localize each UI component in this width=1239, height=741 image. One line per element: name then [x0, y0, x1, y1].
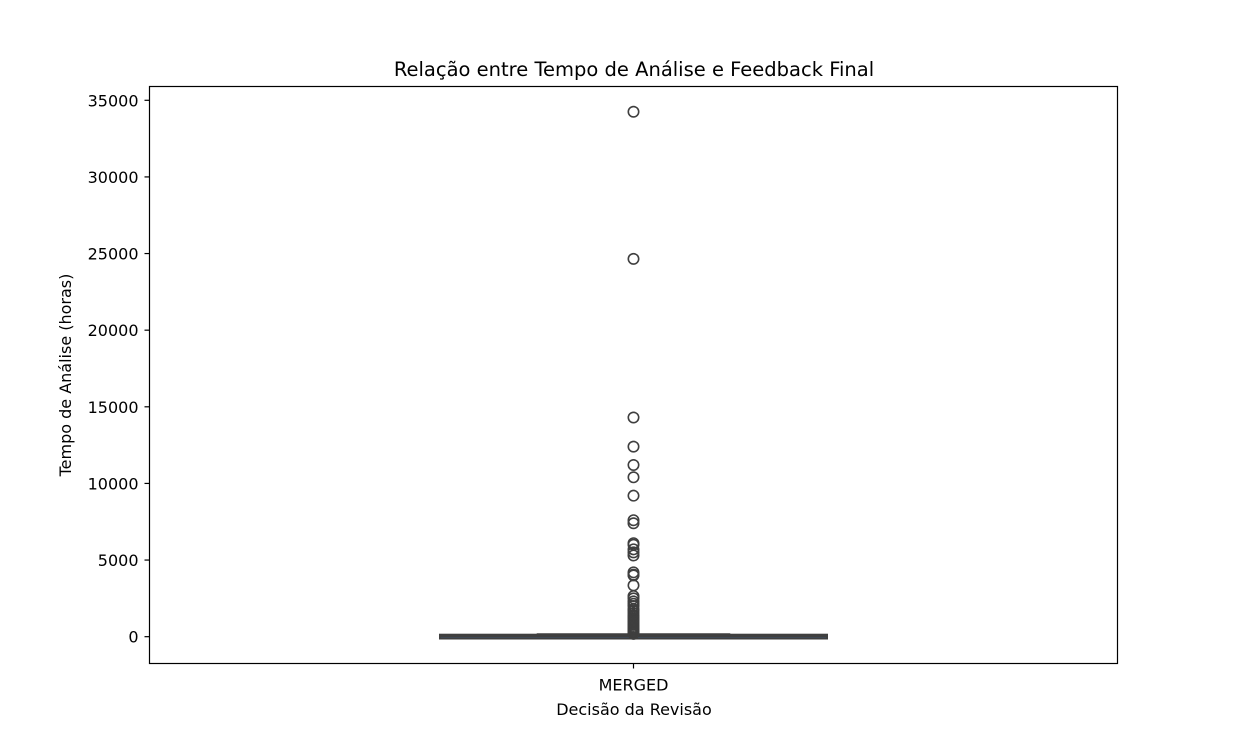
outlier-point [627, 489, 640, 502]
outlier-point [627, 627, 640, 640]
plot-area [438, 105, 829, 640]
y-tick-label: 20000 [88, 321, 139, 340]
outlier-point [627, 549, 640, 562]
outlier-point [627, 440, 640, 453]
y-tick-label: 30000 [88, 168, 139, 187]
y-axis: 0 5000 10000 15000 20000 25000 30000 35000 [88, 91, 150, 647]
outlier-point [627, 514, 640, 527]
y-tick-label: 5000 [98, 551, 139, 570]
x-axis-label: Decisão da Revisão [556, 700, 712, 719]
plot-frame [148, 85, 1119, 665]
outlier-point [627, 546, 640, 559]
y-tick-label: 15000 [88, 398, 139, 417]
outlier-point [627, 411, 640, 424]
x-axis: MERGED [599, 663, 669, 695]
outlier-point [627, 252, 640, 265]
x-tick-label: MERGED [599, 676, 669, 695]
outlier-point [627, 459, 640, 472]
y-axis-label: Tempo de Análise (horas) [56, 274, 75, 478]
outlier-point [627, 543, 640, 556]
outlier-point [627, 471, 640, 484]
y-tick-label: 0 [128, 628, 138, 647]
outlier-point [627, 517, 640, 530]
outlier-point [627, 105, 640, 118]
y-tick-label: 35000 [88, 91, 139, 110]
chart-title: Relação entre Tempo de Análise e Feedbac… [394, 58, 874, 81]
y-tick-label: 10000 [88, 474, 139, 493]
y-tick-label: 25000 [88, 245, 139, 264]
